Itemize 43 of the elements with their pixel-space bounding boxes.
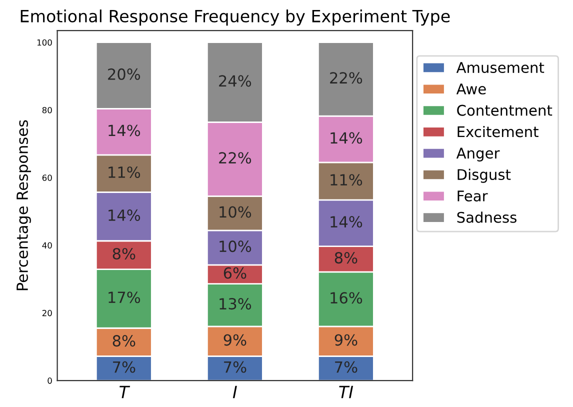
data-label: 11% xyxy=(330,174,362,186)
data-label: 24% xyxy=(219,75,252,87)
data-label: 7% xyxy=(335,361,358,373)
data-label: 10% xyxy=(220,240,252,252)
y-tick-label: 80 xyxy=(42,106,52,114)
data-label: 10% xyxy=(220,206,252,218)
legend-label: Disgust xyxy=(458,168,511,183)
data-label: 14% xyxy=(330,132,362,144)
chart-title: Emotional Response Frequency by Experiment Type xyxy=(20,10,450,26)
data-label: 9% xyxy=(334,334,358,346)
x-tick-label: TI xyxy=(339,386,354,398)
legend-label: Awe xyxy=(456,84,486,94)
data-label: 7% xyxy=(224,361,246,373)
data-label: 16% xyxy=(330,292,362,304)
data-label: 17% xyxy=(108,292,140,304)
y-tick-label: 0 xyxy=(48,378,52,384)
data-label: 20% xyxy=(108,68,140,80)
legend-label: Sadness xyxy=(457,212,516,223)
legend-label: Amusement xyxy=(456,62,544,74)
legend-label: Anger xyxy=(456,148,500,162)
y-tick-label: 20 xyxy=(42,310,52,316)
data-label: 13% xyxy=(220,298,252,310)
data-label: 6% xyxy=(224,267,246,279)
data-label: 22% xyxy=(330,72,362,84)
data-label: 11% xyxy=(108,166,140,178)
data-label: 9% xyxy=(224,334,246,346)
legend-label: Contentment xyxy=(457,104,552,116)
legend-label: Fear xyxy=(458,190,488,202)
x-tick-label: T xyxy=(120,386,130,398)
data-label: 8% xyxy=(112,335,136,347)
data-label: 14% xyxy=(330,216,362,228)
y-axis-title: Percentage Responses xyxy=(16,120,31,290)
data-label: 14% xyxy=(108,124,140,136)
data-label: 7% xyxy=(113,361,136,373)
x-tick-label: I xyxy=(232,386,237,398)
data-label: 22% xyxy=(219,152,252,164)
y-tick-label: 60 xyxy=(42,174,52,181)
y-tick-label: 100 xyxy=(37,39,52,46)
data-label: 8% xyxy=(112,248,136,260)
data-label: 8% xyxy=(334,252,358,264)
data-label: 14% xyxy=(108,209,140,221)
legend-label: Excitement xyxy=(458,126,538,138)
y-tick-label: 40 xyxy=(42,242,52,249)
